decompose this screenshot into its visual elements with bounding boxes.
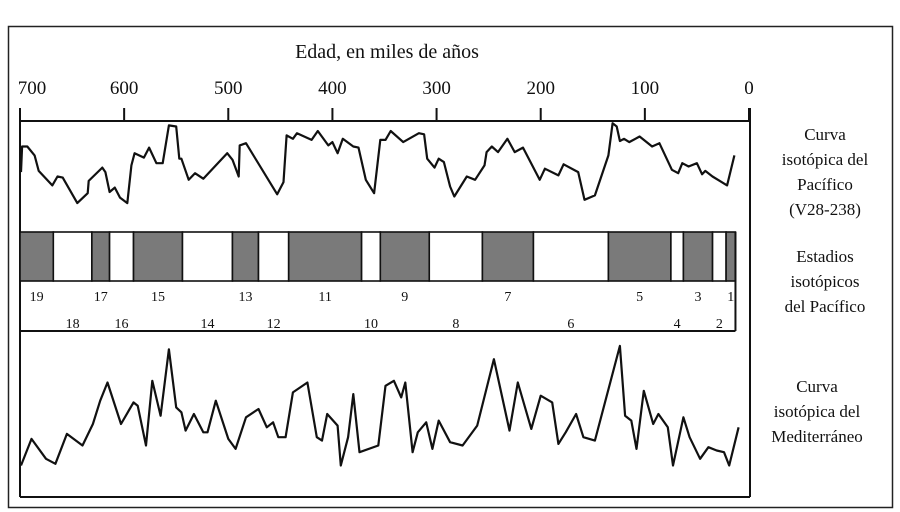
label-line: Curva [804, 125, 846, 144]
stage-9-block [379, 231, 431, 282]
label-line: del Pacífico [785, 297, 866, 316]
label-line: Mediterráneo [771, 427, 863, 446]
stages-label: Estadios isotópicos del Pacífico [785, 247, 866, 316]
label-line: (V28-238) [789, 200, 861, 219]
label-line: Pacífico [797, 175, 853, 194]
stage-number: 5 [636, 290, 643, 305]
stage-4-block [670, 231, 685, 282]
stage-number: 12 [267, 317, 281, 332]
label-line: isotópicos [791, 272, 860, 291]
stage-16-block [108, 231, 135, 282]
stage-number: 14 [200, 317, 214, 332]
axis-title: Edad, en miles de años [295, 41, 479, 63]
stage-10-block [360, 231, 382, 282]
label-line: Estadios [796, 247, 854, 266]
tick-label: 400 [318, 78, 347, 99]
axis-ticks: 700 600 500 400 300 200 100 0 [18, 78, 754, 121]
stage-number: 7 [504, 290, 511, 305]
stage-6-block [532, 231, 610, 282]
label-line: Curva [796, 377, 838, 396]
tick-label: 500 [214, 78, 243, 99]
stage-8-block [428, 231, 484, 282]
stage-number: 2 [716, 317, 723, 332]
stage-number: 18 [66, 317, 80, 332]
stage-7-block [481, 231, 535, 282]
mediterranean-curve-line [19, 344, 740, 467]
stage-15-block [132, 231, 184, 282]
label-line: isotópica del [774, 402, 861, 421]
pacific-curve-line [19, 122, 736, 205]
stage-number: 17 [94, 290, 108, 305]
stage-1-block [725, 231, 737, 282]
stage-3-block [682, 231, 714, 282]
stage-2-block [711, 231, 727, 282]
stage-number: 9 [401, 290, 408, 305]
stage-13-block [231, 231, 260, 282]
tick-label: 100 [631, 78, 660, 99]
stage-12-block [257, 231, 290, 282]
stage-17-block [91, 231, 111, 282]
mediterranean-curve-label: Curva isotópica del Mediterráneo [771, 377, 863, 446]
stage-number: 4 [674, 317, 681, 332]
stage-14-block [181, 231, 234, 282]
stage-5-block [607, 231, 672, 282]
tick-label: 0 [744, 78, 754, 99]
stage-18-block [52, 231, 93, 282]
stage-number: 6 [567, 317, 574, 332]
stage-11-block [287, 231, 363, 282]
outer-frame [7, 25, 894, 509]
stage-number: 8 [452, 317, 459, 332]
stage-number: 15 [151, 290, 165, 305]
tick-label: 300 [422, 78, 451, 99]
stage-number: 13 [238, 290, 252, 305]
stage-19-block [19, 231, 55, 282]
pacific-curve-label: Curva isotópica del Pacífico (V28-238) [782, 125, 869, 219]
stage-number: 3 [694, 290, 701, 305]
stage-number: 1 [727, 290, 734, 305]
stage-number: 10 [364, 317, 378, 332]
tick-label: 200 [526, 78, 555, 99]
tick-label: 600 [110, 78, 139, 99]
stage-number: 19 [30, 290, 44, 305]
tick-label: 700 [18, 78, 47, 99]
stage-number: 16 [115, 317, 129, 332]
label-line: isotópica del [782, 150, 869, 169]
stage-number: 11 [318, 290, 331, 305]
